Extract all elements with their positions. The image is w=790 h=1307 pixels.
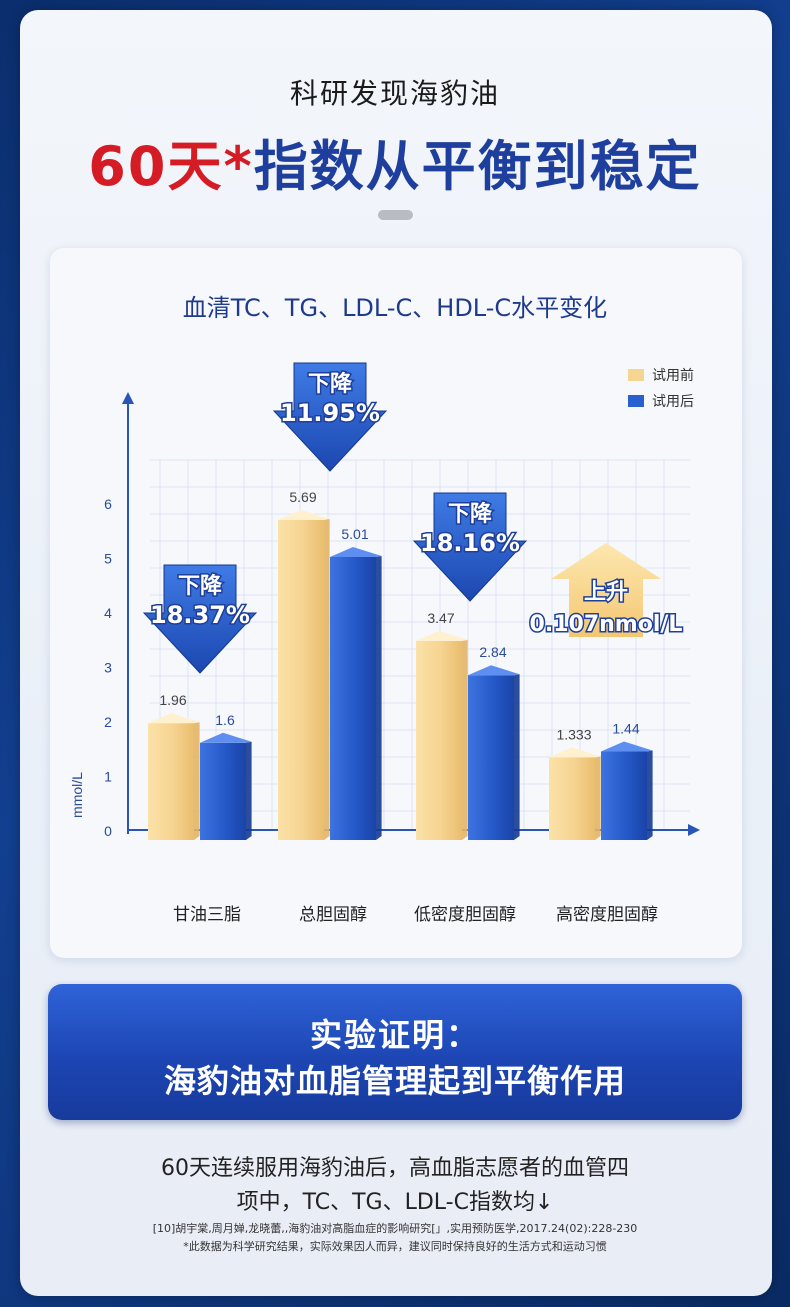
bar-value-label: 1.96: [159, 692, 186, 708]
bar-after: [200, 732, 252, 840]
bar-top: [416, 630, 468, 641]
bar-before: [148, 713, 200, 840]
legend-item-after: 试用后: [628, 388, 694, 414]
bar-after: [601, 741, 653, 840]
legend-swatch-after: [628, 395, 644, 407]
legend-label-after: 试用后: [652, 394, 694, 410]
legend-swatch-before: [628, 369, 644, 381]
y-tick-label: 3: [104, 660, 112, 676]
bar-top: [148, 713, 200, 724]
y-tick-label: 1: [104, 769, 112, 785]
bar-side: [462, 639, 468, 840]
chart-title: 血清TC、TG、LDL-C、HDL-C水平变化: [182, 294, 608, 322]
divider-pill: [378, 210, 413, 220]
annotation-label: 上升: [584, 580, 628, 605]
bar-top: [549, 747, 601, 758]
bar-top: [601, 741, 653, 752]
bars: 1.96 5.69 3.47 1.333 1.6 5.01 2.84 1.44: [148, 489, 653, 840]
conclusion-banner: [48, 984, 742, 1120]
bar-front: [148, 723, 194, 840]
legend: 试用前 试用后: [628, 362, 694, 414]
bar-front: [200, 742, 246, 840]
y-tick-label: 6: [104, 496, 112, 512]
x-axis-arrow: [688, 824, 700, 836]
category-label: 总胆固醇: [299, 905, 367, 925]
annotation-value: 18.37%: [150, 601, 250, 629]
bar-side: [324, 518, 330, 840]
bar-side: [376, 555, 382, 840]
y-tick-label: 0: [104, 823, 112, 839]
bar-value-label: 2.84: [479, 644, 506, 660]
bar-top: [330, 546, 382, 557]
y-tick-label: 2: [104, 714, 112, 730]
description-line-1: 60天连续服用海豹油后，高血脂志愿者的血管四: [161, 1156, 629, 1181]
bar-front: [416, 640, 462, 840]
legend-item-before: 试用前: [628, 362, 694, 388]
bar-value-label: 1.44: [612, 721, 639, 737]
page-title: 60天*指数从平衡到稳定: [0, 122, 790, 201]
category-label: 甘油三脂: [173, 905, 241, 925]
banner-statement: 海豹油对血脂管理起到平衡作用: [163, 1062, 626, 1100]
bar-value-label: 1.6: [215, 712, 235, 728]
bar-value-label: 5.69: [289, 489, 316, 505]
bar-before: [278, 509, 330, 840]
annotation-value: 11.95%: [280, 399, 380, 427]
y-axis-arrow: [122, 392, 134, 404]
bar-value-label: 1.333: [556, 726, 591, 742]
bar-side: [514, 674, 520, 840]
category-label: 低密度胆固醇: [414, 905, 516, 925]
page-subtitle: 科研发现海豹油: [289, 77, 500, 110]
legend-label-before: 试用前: [652, 368, 694, 384]
bar-top: [200, 732, 252, 743]
category-label: 高密度胆固醇: [556, 905, 658, 925]
arrow-shape: [412, 492, 528, 602]
bar-after: [468, 665, 520, 840]
bar-front: [330, 556, 376, 840]
annotation-value: 0.107nmol/L: [530, 612, 683, 637]
bar-side: [647, 750, 653, 840]
annotation-label: 下降: [448, 502, 493, 527]
bar-top: [278, 509, 330, 520]
bar-front: [468, 675, 514, 840]
bar-value-label: 3.47: [427, 610, 454, 626]
disclaimer-footnote: *此数据为科学研究结果，实际效果因人而异，建议同时保持良好的生活方式和运动习惯: [183, 1240, 607, 1253]
banner-heading: 实验证明：: [309, 1016, 480, 1054]
bar-value-label: 5.01: [341, 526, 368, 542]
bar-before: [549, 747, 601, 840]
title-days: 60天*: [88, 135, 254, 198]
bar-before: [416, 630, 468, 840]
bar-side: [595, 756, 601, 840]
bar-side: [194, 722, 200, 840]
bar-front: [601, 751, 647, 840]
arrow-shape: [272, 362, 388, 472]
annotation-value: 18.16%: [420, 529, 520, 557]
y-axis-label: mmol/L: [69, 772, 85, 818]
bar-side: [246, 741, 252, 840]
y-tick-label: 4: [104, 605, 112, 621]
description-line-2: 项中，TC、TG、LDL-C指数均↓: [236, 1190, 554, 1215]
bar-after: [330, 546, 382, 840]
annotation-label: 下降: [178, 574, 223, 599]
y-tick-label: 5: [104, 551, 112, 567]
arrow-shape: [142, 564, 258, 674]
title-main: 指数从平衡到稳定: [253, 135, 702, 198]
annotation-label: 下降: [308, 372, 353, 397]
arrow-up-badge: 上升 0.107nmol/L: [528, 543, 684, 639]
arrow-shape: [551, 543, 661, 637]
bar-front: [278, 519, 324, 840]
reference-footnote: [10]胡宇棠,周月婵,龙晓蕾,,海豹油对高脂血症的影响研究[」,实用预防医学,…: [152, 1222, 638, 1235]
bar-top: [468, 665, 520, 676]
bar-front: [549, 757, 595, 840]
